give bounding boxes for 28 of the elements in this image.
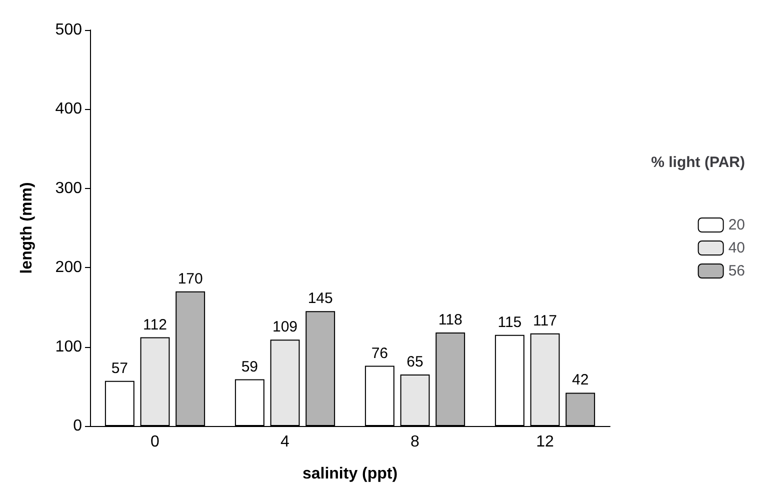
x-tick-label: 12 <box>536 434 554 450</box>
x-tick-label: 4 <box>280 434 290 450</box>
x-tick-label: 8 <box>410 434 420 450</box>
data-label: 117 <box>533 312 557 330</box>
x-axis-title: salinity (ppt) <box>302 466 398 482</box>
x-tick-label: 0 <box>150 434 160 450</box>
legend-label: 40 <box>728 240 746 256</box>
data-label: 112 <box>143 316 167 334</box>
y-tick-label: 500 <box>55 22 82 38</box>
legend-label: 56 <box>728 262 746 280</box>
data-label: 145 <box>308 290 333 308</box>
legend-title: % light (PAR) <box>651 154 746 171</box>
data-label: 109 <box>272 318 298 336</box>
data-label: 59 <box>241 358 258 376</box>
data-label: 118 <box>438 312 462 329</box>
data-label: 42 <box>572 372 589 389</box>
data-label: 76 <box>371 344 388 362</box>
data-label: 57 <box>111 360 128 377</box>
y-tick-label: 200 <box>55 259 82 276</box>
data-label: 115 <box>498 314 522 331</box>
y-tick-label: 0 <box>73 418 82 434</box>
data-label: 65 <box>406 354 424 371</box>
y-tick-label: 100 <box>55 338 82 356</box>
legend-label: 20 <box>728 216 746 234</box>
data-label: 170 <box>178 270 203 288</box>
y-axis-title: length (mm) <box>18 182 36 274</box>
y-tick-label: 300 <box>55 180 82 197</box>
y-tick-label: 400 <box>55 100 82 118</box>
